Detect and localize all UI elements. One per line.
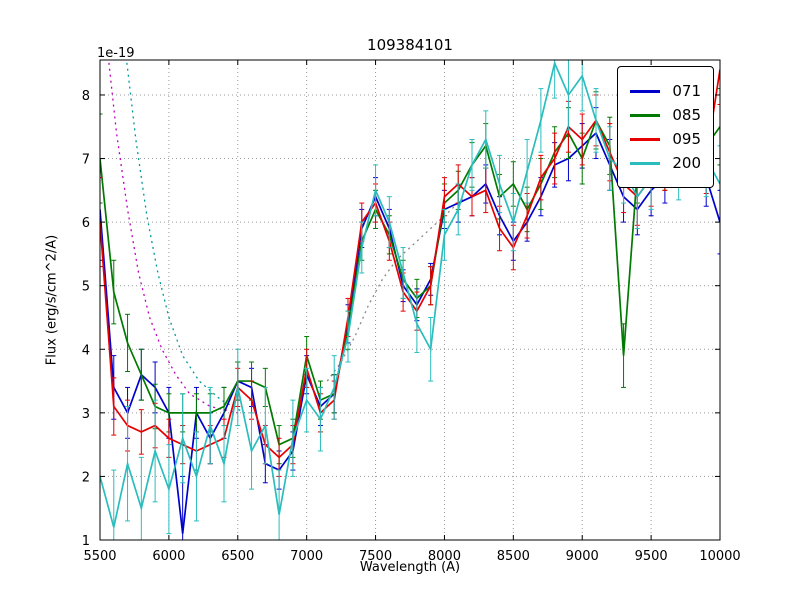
legend-item-071: 071 <box>630 82 701 100</box>
chart-title: 109384101 <box>367 36 453 54</box>
svg-text:8500: 8500 <box>497 549 530 564</box>
legend-label: 200 <box>672 154 701 172</box>
svg-text:4: 4 <box>82 343 90 358</box>
legend-line-green <box>630 113 661 117</box>
svg-text:1: 1 <box>82 534 90 549</box>
axes-frame <box>99 59 721 541</box>
legend-item-200: 200 <box>630 154 701 172</box>
svg-text:2: 2 <box>82 470 90 485</box>
y-axis-offset-label: 1e-19 <box>97 46 135 61</box>
svg-text:5500: 5500 <box>83 549 116 564</box>
svg-text:9500: 9500 <box>635 549 668 564</box>
svg-text:9000: 9000 <box>566 549 599 564</box>
model-curves <box>107 60 466 414</box>
svg-text:8000: 8000 <box>428 549 461 564</box>
svg-text:8: 8 <box>82 89 90 104</box>
legend-item-085: 085 <box>630 106 701 124</box>
legend-label: 071 <box>672 82 701 100</box>
svg-text:10000: 10000 <box>699 549 740 564</box>
axis-ticks: 5500 6000 6500 7000 7500 8000 8500 9000 9500 1000… <box>82 60 741 564</box>
svg-text:6500: 6500 <box>221 549 254 564</box>
svg-text:5: 5 <box>82 280 90 295</box>
svg-text:6: 6 <box>82 216 90 231</box>
svg-text:7500: 7500 <box>359 549 392 564</box>
y-axis-label: Flux (erg/s/cm^2/A) <box>44 234 60 366</box>
legend-line-cyan <box>630 161 661 165</box>
legend: 071 085 095 200 <box>617 66 714 188</box>
legend-item-095: 095 <box>630 130 701 148</box>
svg-text:3: 3 <box>82 407 90 422</box>
legend-label: 085 <box>672 106 701 124</box>
svg-text:7000: 7000 <box>290 549 323 564</box>
legend-label: 095 <box>672 130 701 148</box>
svg-text:6000: 6000 <box>152 549 185 564</box>
svg-text:7: 7 <box>82 153 90 168</box>
legend-line-red <box>630 137 661 141</box>
x-axis-label: Wavelength (A) <box>359 560 461 575</box>
legend-line-blue <box>630 89 661 93</box>
